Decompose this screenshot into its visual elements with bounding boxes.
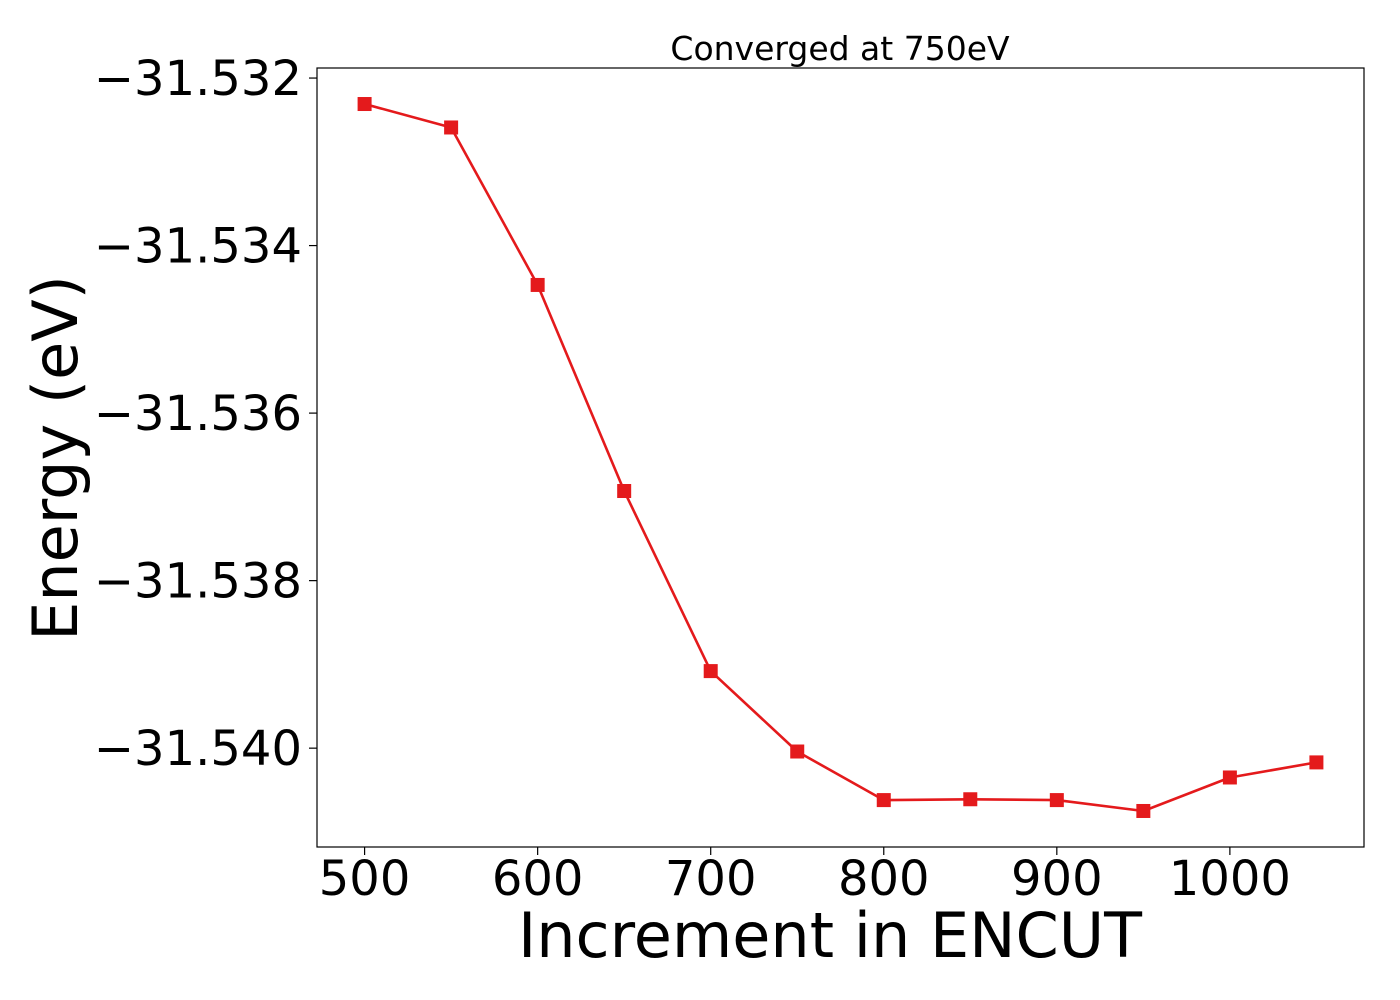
series-line [364, 102, 1317, 813]
x-tick-label: 1000 [1169, 851, 1291, 907]
x-tick-label: 600 [492, 851, 584, 907]
data-point-marker [617, 484, 632, 499]
x-tick-label: 900 [1011, 851, 1103, 907]
x-axis: 500 600 700 800 900 1000 [319, 847, 1291, 907]
data-point-marker [1222, 770, 1237, 785]
plot-area [317, 68, 1364, 847]
x-tick-label: 800 [838, 851, 930, 907]
data-point-marker [357, 97, 372, 112]
x-tick-label: 700 [665, 851, 757, 907]
y-tick-label: −31.534 [94, 219, 302, 275]
data-point-marker [876, 793, 891, 808]
data-point-marker [1136, 803, 1151, 818]
y-tick-label: −31.540 [94, 721, 302, 777]
data-point-marker [963, 792, 978, 807]
y-tick-label: −31.538 [94, 554, 302, 610]
y-axis: −31.532 −31.534 −31.536 −31.538 −31.540 [94, 51, 317, 777]
data-point-marker [703, 664, 718, 679]
x-axis-title: Increment in ENCUT [518, 899, 1143, 972]
data-point-marker [530, 277, 545, 292]
data-point-marker [1309, 755, 1324, 770]
series-layer [357, 97, 1324, 818]
y-axis-title: Energy (eV) [19, 275, 92, 641]
y-tick-label: −31.536 [94, 386, 302, 442]
plot-frame [316, 67, 1365, 848]
data-point-marker [790, 744, 805, 759]
data-point-marker [444, 120, 459, 135]
data-point-marker [1049, 793, 1064, 808]
x-tick-label: 500 [319, 851, 411, 907]
y-tick-label: −31.532 [94, 51, 302, 107]
chart-title: Converged at 750eV [670, 29, 1010, 68]
